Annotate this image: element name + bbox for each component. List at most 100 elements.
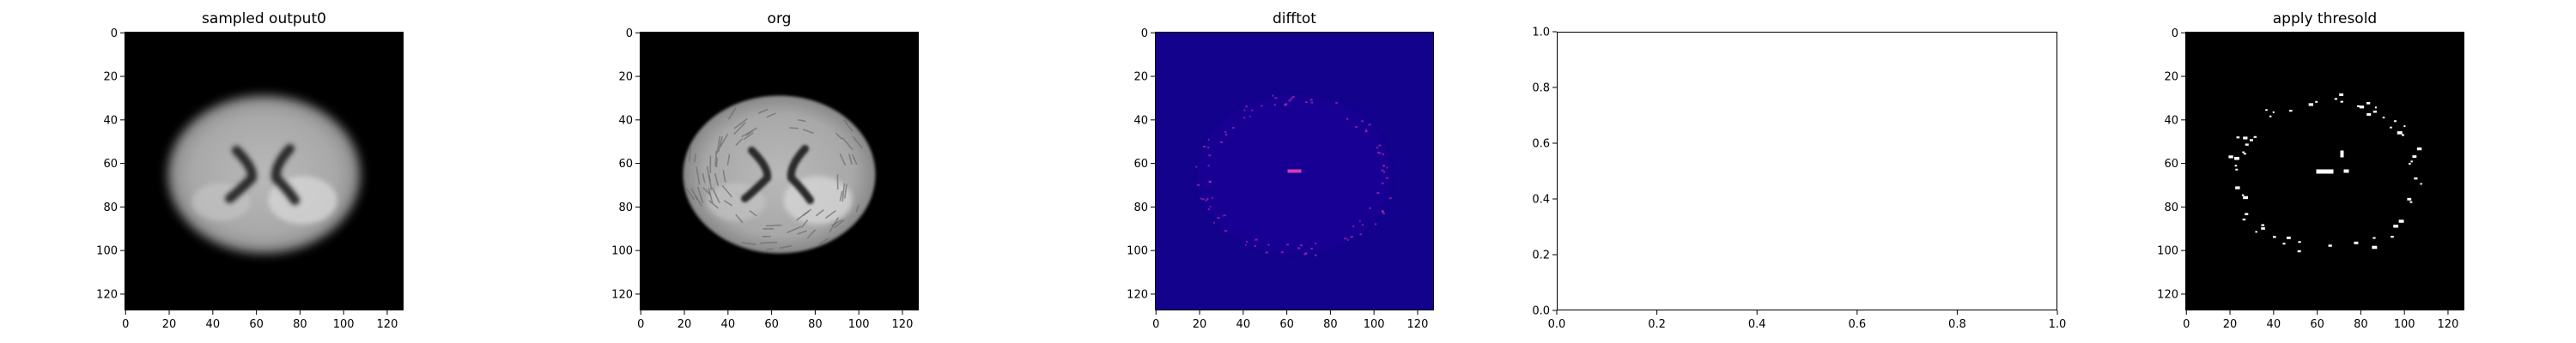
mask-pixel bbox=[1219, 141, 1224, 143]
x-tick-label: 40 bbox=[1236, 318, 1251, 331]
mask-pixel bbox=[1388, 197, 1392, 200]
mask-pixel bbox=[1245, 105, 1248, 108]
mask-pixel bbox=[2420, 183, 2422, 185]
mask-pixel bbox=[1208, 154, 1212, 157]
sulcus bbox=[716, 135, 721, 154]
mask-pixel bbox=[1261, 105, 1263, 107]
x-tick-label: 20 bbox=[677, 318, 692, 331]
panel-title: difftot bbox=[1273, 10, 1316, 27]
mask-pixel bbox=[2255, 231, 2257, 233]
brain-mri-slice-blurred bbox=[125, 32, 404, 310]
mask-pixel bbox=[2272, 236, 2276, 238]
y-tick-label: 60 bbox=[103, 158, 118, 171]
sulcus bbox=[806, 229, 817, 239]
mask-pixel bbox=[2372, 245, 2378, 250]
y-tick-label: 60 bbox=[2164, 158, 2178, 171]
mask-pixel bbox=[1297, 247, 1301, 250]
y-tick-label: 0.0 bbox=[1532, 305, 1550, 318]
mask-pixel bbox=[1222, 214, 1224, 217]
mask-pixel bbox=[1361, 120, 1364, 123]
mask-pixel bbox=[1346, 238, 1349, 241]
heatmap-hotspot bbox=[1287, 169, 1302, 173]
y-tick-label: 0 bbox=[1141, 27, 1148, 40]
mask-pixel bbox=[1246, 240, 1248, 243]
mask-pixel bbox=[1196, 184, 1200, 186]
sulcus bbox=[815, 208, 824, 217]
mask-pixel bbox=[1286, 244, 1289, 246]
sulcus bbox=[824, 210, 836, 220]
mask-pixel bbox=[2241, 194, 2245, 196]
sulcus bbox=[841, 183, 846, 202]
sulcus bbox=[843, 184, 848, 199]
sulcus bbox=[797, 230, 807, 235]
y-tick-label: 40 bbox=[2164, 114, 2178, 127]
mask-pixel bbox=[2343, 169, 2349, 173]
y-tick-label: 0.4 bbox=[1532, 194, 1550, 207]
sulcus bbox=[696, 166, 701, 185]
sulcus bbox=[721, 184, 733, 198]
mask-pixel bbox=[2340, 150, 2344, 158]
mask-pixel bbox=[1382, 153, 1384, 155]
mask-pixel bbox=[1244, 244, 1247, 246]
x-tick-label: 100 bbox=[1364, 318, 1385, 331]
sulcus bbox=[686, 188, 695, 200]
sulcus bbox=[749, 210, 757, 217]
x-tick-label: 60 bbox=[249, 318, 264, 331]
mask-pixel bbox=[1273, 104, 1276, 106]
x-tick-label: 80 bbox=[808, 318, 823, 331]
y-tick-label: 100 bbox=[96, 245, 118, 258]
mask-pixel bbox=[2391, 235, 2394, 238]
x-tick-label: 0.0 bbox=[1548, 318, 1566, 331]
mask-pixel bbox=[1374, 223, 1377, 226]
sulcus bbox=[727, 107, 737, 120]
x-tick-label: 60 bbox=[1279, 318, 1294, 331]
y-tick-label: 120 bbox=[1127, 288, 1148, 301]
y-tick-label: 20 bbox=[1133, 71, 1148, 84]
mask-pixel bbox=[1335, 101, 1339, 104]
x-tick-label: 100 bbox=[333, 318, 355, 331]
mask-pixel bbox=[1304, 101, 1308, 104]
sulcus bbox=[766, 248, 774, 250]
mask-pixel bbox=[2269, 115, 2272, 117]
mask-pixel bbox=[2408, 162, 2411, 165]
sulcus bbox=[855, 204, 860, 213]
sulcus bbox=[802, 210, 810, 217]
mask-pixel bbox=[1309, 99, 1313, 101]
mask-pixel bbox=[1381, 182, 1384, 184]
mask-pixel bbox=[2357, 105, 2360, 107]
sulcus bbox=[851, 153, 858, 165]
sulcus bbox=[833, 219, 845, 229]
mask-pixel bbox=[1386, 166, 1388, 169]
sulcus bbox=[835, 132, 842, 140]
sulcus bbox=[706, 165, 711, 182]
y-tick-label: 40 bbox=[618, 114, 633, 127]
y-tick-label: 80 bbox=[618, 202, 633, 214]
mask-pixel bbox=[1251, 109, 1254, 111]
y-tick-label: 80 bbox=[103, 202, 118, 214]
mask-pixel bbox=[2298, 241, 2301, 244]
x-tick-label: 0.8 bbox=[1948, 318, 1966, 331]
mask-pixel bbox=[2228, 155, 2233, 159]
mask-pixel bbox=[1255, 238, 1258, 241]
mask-pixel bbox=[1272, 94, 1274, 97]
x-tick-label: 80 bbox=[1323, 318, 1338, 331]
mask-pixel bbox=[1378, 144, 1382, 147]
ventricles bbox=[741, 145, 814, 204]
mask-pixel bbox=[1207, 208, 1210, 210]
x-tick-label: 60 bbox=[2310, 318, 2324, 331]
sulcus bbox=[779, 244, 793, 250]
sulcus bbox=[708, 200, 720, 209]
x-tick-label: 0 bbox=[122, 318, 129, 331]
mask-pixel bbox=[1352, 226, 1355, 228]
mask-pixel bbox=[2382, 117, 2385, 119]
mask-pixel bbox=[2414, 177, 2418, 180]
sulcus bbox=[690, 188, 698, 201]
mask-pixel bbox=[2297, 250, 2301, 253]
x-tick-label: 80 bbox=[293, 318, 307, 331]
y-tick-label: 120 bbox=[611, 288, 633, 301]
sulcus bbox=[852, 135, 864, 149]
y-tick-label: 0.8 bbox=[1532, 82, 1550, 95]
y-tick-label: 60 bbox=[1133, 158, 1148, 171]
mask-pixel bbox=[1291, 95, 1295, 98]
